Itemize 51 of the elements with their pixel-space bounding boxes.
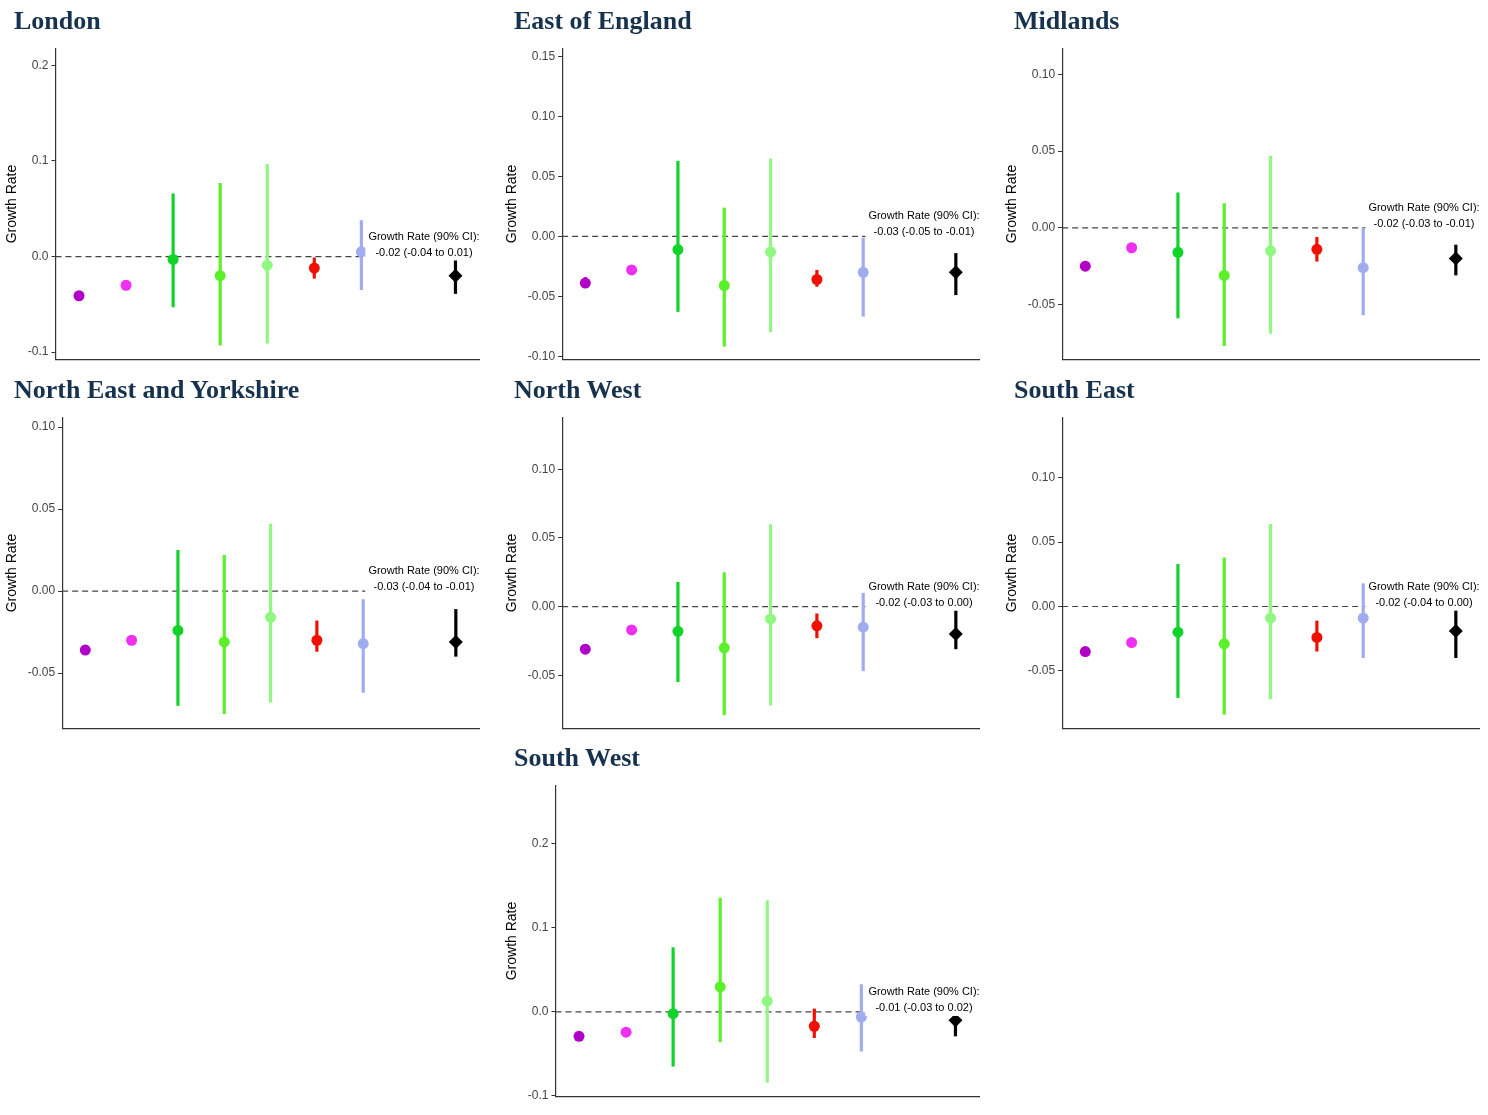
y-axis-title: Growth Rate [3, 533, 20, 613]
y-axis-title: Growth Rate [1003, 533, 1020, 613]
y-tick-label: -0.1 [527, 1088, 549, 1103]
y-tick-label: 0.00 [531, 598, 556, 613]
y-tick-label: 0.2 [531, 836, 549, 851]
y-tick-label: 0.05 [31, 501, 56, 516]
y-tick-label: 0.10 [1031, 66, 1056, 81]
y-tick-label: 0.05 [1031, 534, 1056, 549]
y-tick-label: -0.05 [27, 665, 56, 680]
chart-title: South East [1014, 375, 1136, 406]
chart-title: North East and Yorkshire [14, 375, 301, 406]
y-tick-label: 0.2 [31, 57, 49, 72]
y-tick-label: 0.05 [531, 530, 556, 545]
y-tick-label: 0.10 [31, 419, 56, 434]
y-tick-label: 0.00 [1031, 598, 1056, 613]
annotation: Growth Rate (90% CI): -0.03 (-0.04 to -0.01) [368, 564, 480, 593]
y-tick-label: -0.05 [527, 667, 556, 682]
y-axis-title: Growth Rate [503, 533, 520, 613]
y-tick-label: 0.10 [1031, 470, 1056, 485]
chart-title: London [14, 6, 102, 37]
annotation: Growth Rate (90% CI): -0.03 (-0.05 to -0.01) [868, 209, 980, 238]
y-tick-label: 0.05 [531, 168, 556, 183]
chart-title: North West [514, 375, 643, 406]
annotation: Growth Rate (90% CI): -0.02 (-0.03 to 0.00) [868, 579, 980, 608]
y-tick-label: -0.10 [527, 348, 556, 363]
y-tick-label: -0.1 [27, 344, 49, 359]
y-tick-label: 0.1 [31, 153, 49, 168]
chart-title: South West [514, 743, 641, 774]
annotation: Growth Rate (90% CI): -0.02 (-0.04 to 0.01) [368, 229, 480, 258]
y-tick-label: 0.10 [531, 108, 556, 123]
y-tick-label: -0.05 [527, 288, 556, 303]
y-tick-label: 0.00 [31, 583, 56, 598]
y-axis-title: Growth Rate [503, 901, 520, 981]
y-tick-label: 0.00 [531, 228, 556, 243]
annotation: Growth Rate (90% CI): -0.01 (-0.03 to 0.02) [868, 985, 980, 1013]
y-tick-label: 0.10 [531, 461, 556, 476]
y-tick-label: 0.0 [31, 248, 49, 263]
annotation: Growth Rate (90% CI): -0.02 (-0.03 to -0.01) [1368, 200, 1480, 229]
y-tick-label: 0.00 [1031, 220, 1056, 235]
y-axis-title: Growth Rate [1003, 164, 1020, 244]
annotation: Growth Rate (90% CI): -0.02 (-0.04 to 0.00) [1368, 579, 1480, 608]
y-tick-label: 0.05 [1031, 143, 1056, 158]
y-tick-label: 0.15 [531, 48, 556, 63]
chart-title: East of England [514, 6, 693, 37]
y-tick-label: 0.1 [531, 920, 549, 935]
y-tick-label: -0.05 [1027, 296, 1056, 311]
y-axis-title: Growth Rate [503, 164, 520, 244]
chart-title: Midlands [1014, 6, 1121, 37]
y-tick-label: 0.0 [531, 1004, 549, 1019]
y-tick-label: -0.05 [1027, 663, 1056, 678]
y-axis-title: Growth Rate [3, 164, 20, 244]
